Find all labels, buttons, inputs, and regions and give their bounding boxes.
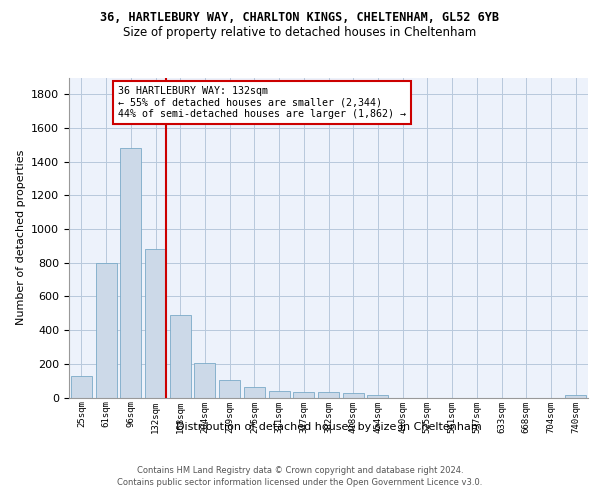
Bar	[318, 392, 339, 398]
Bar	[367, 395, 388, 398]
Bar	[194, 363, 215, 398]
Bar	[244, 386, 265, 398]
Text: Distribution of detached houses by size in Cheltenham: Distribution of detached houses by size …	[176, 422, 482, 432]
Text: Size of property relative to detached houses in Cheltenham: Size of property relative to detached ho…	[124, 26, 476, 39]
Text: 36 HARTLEBURY WAY: 132sqm
← 55% of detached houses are smaller (2,344)
44% of se: 36 HARTLEBURY WAY: 132sqm ← 55% of detac…	[118, 86, 406, 119]
Bar	[269, 391, 290, 398]
Bar	[145, 250, 166, 398]
Bar	[343, 394, 364, 398]
Bar	[219, 380, 240, 398]
Text: Contains HM Land Registry data © Crown copyright and database right 2024.: Contains HM Land Registry data © Crown c…	[137, 466, 463, 475]
Bar	[95, 263, 116, 398]
Text: Contains public sector information licensed under the Open Government Licence v3: Contains public sector information licen…	[118, 478, 482, 487]
Bar	[565, 395, 586, 398]
Bar	[120, 148, 141, 398]
Y-axis label: Number of detached properties: Number of detached properties	[16, 150, 26, 325]
Bar	[170, 315, 191, 398]
Bar	[293, 392, 314, 398]
Text: 36, HARTLEBURY WAY, CHARLTON KINGS, CHELTENHAM, GL52 6YB: 36, HARTLEBURY WAY, CHARLTON KINGS, CHEL…	[101, 11, 499, 24]
Bar	[71, 376, 92, 398]
